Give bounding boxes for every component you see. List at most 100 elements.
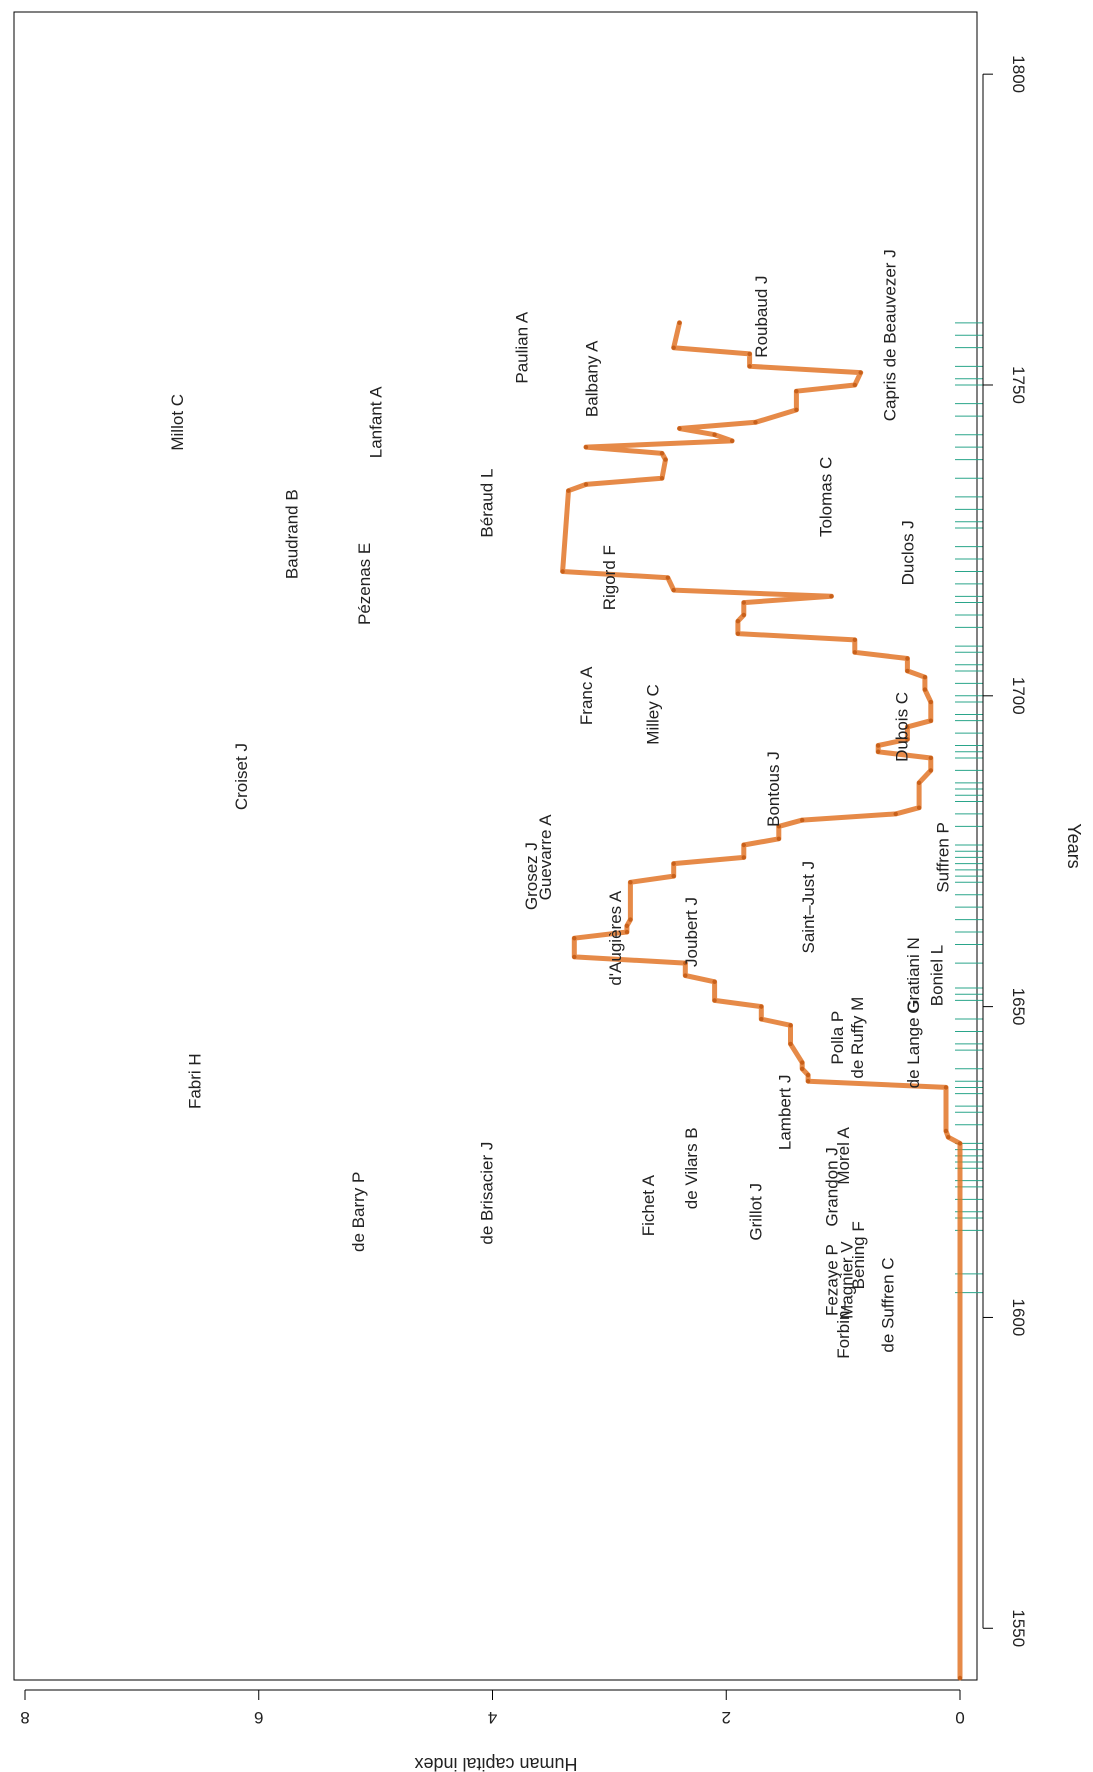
- name-label: Dubois C: [892, 692, 911, 762]
- name-label: Tolomas C: [816, 457, 835, 537]
- name-label: Grosez J: [522, 842, 541, 910]
- y-axis: 0 2 4 6 8: [20, 1689, 965, 1727]
- data-point: [712, 432, 717, 437]
- name-label: Fabri H: [185, 1053, 204, 1109]
- y-tick-label: 6: [254, 1708, 263, 1727]
- data-point: [747, 364, 752, 369]
- name-label: Forbin–: [834, 1301, 853, 1359]
- name-label: Baudrand B: [282, 489, 301, 579]
- name-label: Bontous J: [764, 751, 783, 827]
- data-point: [747, 351, 752, 357]
- data-point: [712, 979, 717, 984]
- data-point: [875, 743, 881, 748]
- data-point: [683, 960, 688, 966]
- data-point: [572, 954, 577, 960]
- x-axis: 1550 1600 1650 1700 1750 1800: [982, 55, 1028, 1647]
- data-point: [753, 420, 758, 425]
- name-label: de Brisacier J: [478, 1142, 497, 1245]
- name-label: Lambert J: [776, 1075, 795, 1151]
- data-point: [741, 612, 746, 618]
- data-point: [943, 1128, 949, 1134]
- data-point: [905, 656, 910, 661]
- data-point: [957, 1141, 963, 1146]
- name-label: Joubert J: [682, 897, 701, 967]
- data-point: [794, 407, 799, 413]
- data-point: [776, 836, 782, 841]
- data-point: [893, 811, 898, 817]
- data-point: [583, 482, 589, 487]
- data-point: [852, 650, 858, 655]
- data-point: [916, 780, 922, 786]
- x-tick-label: 1800: [1009, 55, 1028, 93]
- data-point: [916, 805, 922, 810]
- data-point: [800, 1060, 805, 1065]
- data-point: [829, 594, 834, 599]
- name-label: de Vilars B: [682, 1127, 701, 1209]
- name-label: Lanfant A: [367, 386, 386, 459]
- data-point: [946, 1134, 951, 1140]
- data-point: [583, 444, 589, 450]
- y-tick-label: 2: [722, 1708, 731, 1727]
- data-point: [659, 476, 665, 481]
- name-label: Grandon J: [822, 1147, 841, 1226]
- name-label: Saint–Just J: [799, 861, 818, 954]
- data-point: [905, 724, 910, 730]
- name-label: Croiset J: [232, 743, 251, 810]
- name-label: Polla P: [828, 1011, 847, 1065]
- name-label: Paulian A: [513, 311, 532, 383]
- data-point: [943, 1085, 949, 1090]
- data-point: [735, 631, 741, 636]
- data-point: [628, 880, 633, 885]
- data-point: [560, 569, 565, 574]
- data-point: [794, 389, 799, 394]
- data-point: [712, 998, 717, 1003]
- x-tick-label: 1550: [1009, 1609, 1028, 1647]
- data-point: [759, 1016, 764, 1022]
- name-label: Gratiani N: [904, 937, 923, 1014]
- name-label: Grillot J: [746, 1183, 765, 1241]
- name-label: Morel A: [834, 1126, 853, 1184]
- x-tick-label: 1600: [1009, 1298, 1028, 1336]
- data-point: [928, 768, 933, 773]
- data-point: [928, 755, 933, 761]
- y-axis-title: Human capital index: [414, 1754, 577, 1772]
- name-label: de Lange G: [904, 999, 923, 1088]
- data-point: [663, 457, 668, 462]
- data-point: [852, 637, 858, 643]
- name-label: de Suffren C: [878, 1257, 897, 1352]
- data-point: [759, 1004, 764, 1009]
- data-point: [875, 749, 881, 754]
- data-point: [776, 824, 782, 829]
- name-label: Balbany A: [583, 340, 602, 417]
- name-label: Pézenas E: [355, 543, 374, 625]
- data-point: [671, 345, 676, 350]
- data-point: [671, 873, 676, 879]
- name-label: Magnier V: [838, 1241, 857, 1319]
- name-label: Rigord F: [600, 545, 619, 610]
- data-point: [788, 1041, 793, 1047]
- name-label: Bening F: [849, 1221, 868, 1289]
- data-point: [922, 674, 928, 680]
- data-point: [741, 600, 746, 605]
- data-point: [628, 917, 633, 922]
- data-point: [928, 699, 933, 705]
- x-axis-title: Years: [1064, 823, 1084, 868]
- data-point: [788, 1023, 793, 1028]
- data-point: [671, 861, 676, 866]
- name-label: d'Augières A: [606, 890, 625, 986]
- name-label: Duclos J: [898, 520, 917, 585]
- name-label: Guevarre A: [536, 814, 555, 901]
- data-point: [852, 382, 858, 388]
- name-label: Capris de Beauvezer J: [881, 249, 900, 421]
- data-point: [659, 451, 665, 456]
- data-point: [741, 842, 746, 848]
- x-tick-label: 1750: [1009, 366, 1028, 404]
- data-point: [729, 438, 735, 444]
- data-point: [905, 737, 910, 742]
- data-point: [928, 718, 933, 723]
- x-tick-label: 1700: [1009, 677, 1028, 715]
- data-point: [805, 1072, 811, 1078]
- data-point: [665, 575, 671, 580]
- data-point: [677, 320, 682, 326]
